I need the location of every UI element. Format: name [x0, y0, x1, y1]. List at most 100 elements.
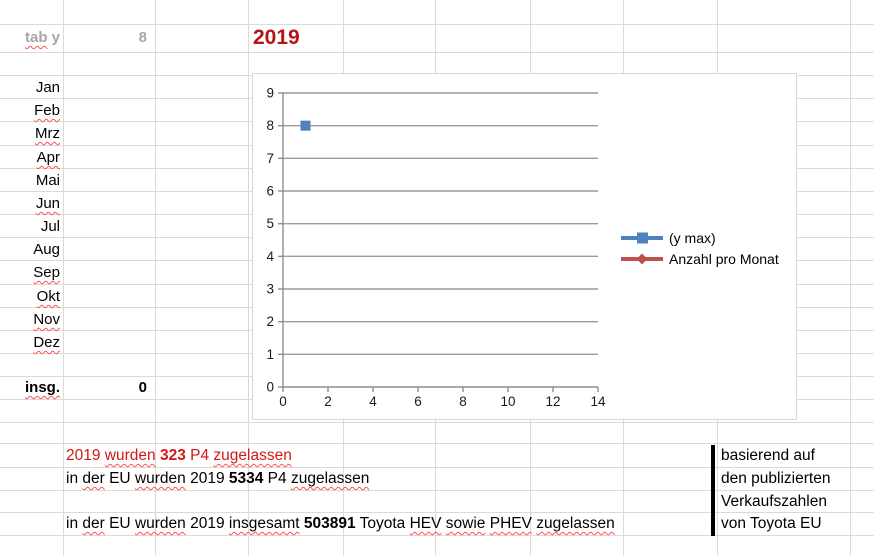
cell-month-feb[interactable]: Feb — [0, 99, 60, 122]
column-gridline — [63, 0, 64, 556]
row-gridline — [0, 422, 874, 423]
legend-label: Anzahl pro Monat — [669, 251, 779, 267]
row-gridline — [0, 490, 874, 491]
y-tick-label: 6 — [266, 184, 274, 199]
text-run: 2019 — [66, 447, 105, 464]
cell-month-okt[interactable]: Okt — [0, 285, 60, 308]
legend-square-marker-icon — [637, 232, 648, 244]
text-run: in — [66, 515, 83, 532]
month-label: Feb — [34, 102, 60, 119]
text-run: tab — [24, 29, 48, 46]
cell-month-mrz[interactable]: Mrz — [0, 122, 60, 145]
x-tick-label: 10 — [500, 394, 515, 409]
row-gridline — [0, 443, 874, 444]
text-run: 2019 — [185, 515, 229, 532]
note-red-2019-p4[interactable]: 2019 wurden 323 P4 zugelassen — [66, 444, 292, 467]
month-label: Aug — [33, 241, 60, 258]
text-run: insgesamt — [228, 515, 300, 532]
text-run: in — [66, 470, 83, 487]
y-tick-label: 0 — [266, 380, 274, 395]
cell-month-aug[interactable]: Aug — [0, 238, 60, 261]
text-run: sowie — [445, 515, 486, 532]
column-gridline — [248, 0, 249, 556]
x-tick-label: 6 — [414, 394, 422, 409]
side-note-line[interactable]: von Toyota EU — [721, 515, 822, 532]
cell-month-mai[interactable]: Mai — [0, 169, 60, 192]
legend-item[interactable]: (y max) — [621, 230, 716, 246]
y-tick-label: 5 — [266, 216, 274, 231]
cell-year-title[interactable]: 2019 — [253, 26, 300, 49]
text-run: wurden — [134, 470, 186, 487]
row-gridline — [0, 512, 874, 513]
x-tick-label: 4 — [369, 394, 377, 409]
row-gridline — [0, 52, 874, 53]
side-note-line[interactable]: Verkaufszahlen — [721, 493, 827, 510]
month-label: Jul — [40, 218, 60, 235]
data-point-square — [300, 120, 311, 131]
month-label: Mai — [35, 172, 60, 189]
month-label: Sep — [33, 264, 60, 281]
legend-label: (y max) — [669, 230, 716, 246]
cell-month-nov[interactable]: Nov — [0, 308, 60, 331]
row-gridline — [0, 24, 874, 25]
text-run: HEV — [409, 515, 442, 532]
text-run: P4 — [263, 470, 291, 487]
text-run: wurden — [134, 515, 186, 532]
cell-month-jan[interactable]: Jan — [0, 76, 60, 99]
text-run: 323 — [159, 447, 186, 464]
side-note-line[interactable]: basierend auf — [721, 447, 815, 464]
month-label: Jun — [35, 195, 60, 212]
text-run: P4 — [185, 447, 214, 464]
month-label: Okt — [36, 288, 60, 305]
month-label: Nov — [33, 311, 60, 328]
cell-month-sep[interactable]: Sep — [0, 261, 60, 284]
column-gridline — [850, 0, 851, 556]
text-run: EU — [104, 515, 135, 532]
text-run: Toyota — [355, 515, 410, 532]
column-gridline — [155, 0, 156, 556]
side-note-line[interactable]: den publizierten — [721, 470, 831, 487]
y-tick-label: 9 — [266, 86, 274, 101]
cell-month-jul[interactable]: Jul — [0, 215, 60, 238]
cell-total-value[interactable]: 0 — [138, 379, 147, 396]
cell-tab-y-label[interactable]: tab y — [0, 24, 60, 52]
cell-tab-y-value[interactable]: 8 — [138, 29, 147, 46]
text-run: 2019 — [185, 470, 229, 487]
text-run: PHEV — [489, 515, 532, 532]
legend-diamond-marker-icon — [636, 253, 648, 265]
text-run: wurden — [104, 447, 156, 464]
x-tick-label: 12 — [545, 394, 560, 409]
text-run: 5334 — [228, 470, 264, 487]
row-gridline — [0, 467, 874, 468]
note-eu-p4[interactable]: in der EU wurden 2019 5334 P4 zugelassen — [66, 467, 369, 490]
month-label: Dez — [33, 334, 60, 351]
text-run: 503891 — [303, 515, 356, 532]
text-run: insg. — [24, 379, 60, 396]
x-tick-label: 0 — [279, 394, 287, 409]
row-gridline — [0, 535, 874, 536]
text-run: zugelassen — [290, 470, 370, 487]
text-run: EU — [104, 470, 135, 487]
chart-object[interactable]: 0 2 4 6 8 10 12 14 0 1 2 3 4 5 6 7 8 9 (y max) Anzahl pro M… — [252, 73, 797, 420]
note-eu-total-hev-phev[interactable]: in der EU wurden 2019 insgesamt 503891 T… — [66, 512, 615, 535]
y-tick-label: 7 — [266, 151, 274, 166]
cell-month-apr[interactable]: Apr — [0, 146, 60, 169]
text-run: der — [82, 515, 105, 532]
month-label: Apr — [36, 149, 60, 166]
x-tick-label: 8 — [459, 394, 467, 409]
text-run: zugelassen — [213, 447, 292, 464]
text-run: der — [82, 470, 105, 487]
y-tick-label: 1 — [266, 347, 274, 362]
text-run: y — [47, 29, 60, 46]
cell-month-jun[interactable]: Jun — [0, 192, 60, 215]
x-tick-label: 14 — [590, 394, 606, 409]
y-tick-label: 4 — [266, 249, 274, 264]
text-run: zugelassen — [536, 515, 615, 532]
legend-item[interactable]: Anzahl pro Monat — [621, 251, 779, 267]
y-tick-label: 3 — [266, 282, 274, 297]
cell-total-label[interactable]: insg. — [0, 376, 60, 399]
y-tick-label: 8 — [266, 118, 274, 133]
cell-month-dez[interactable]: Dez — [0, 331, 60, 354]
